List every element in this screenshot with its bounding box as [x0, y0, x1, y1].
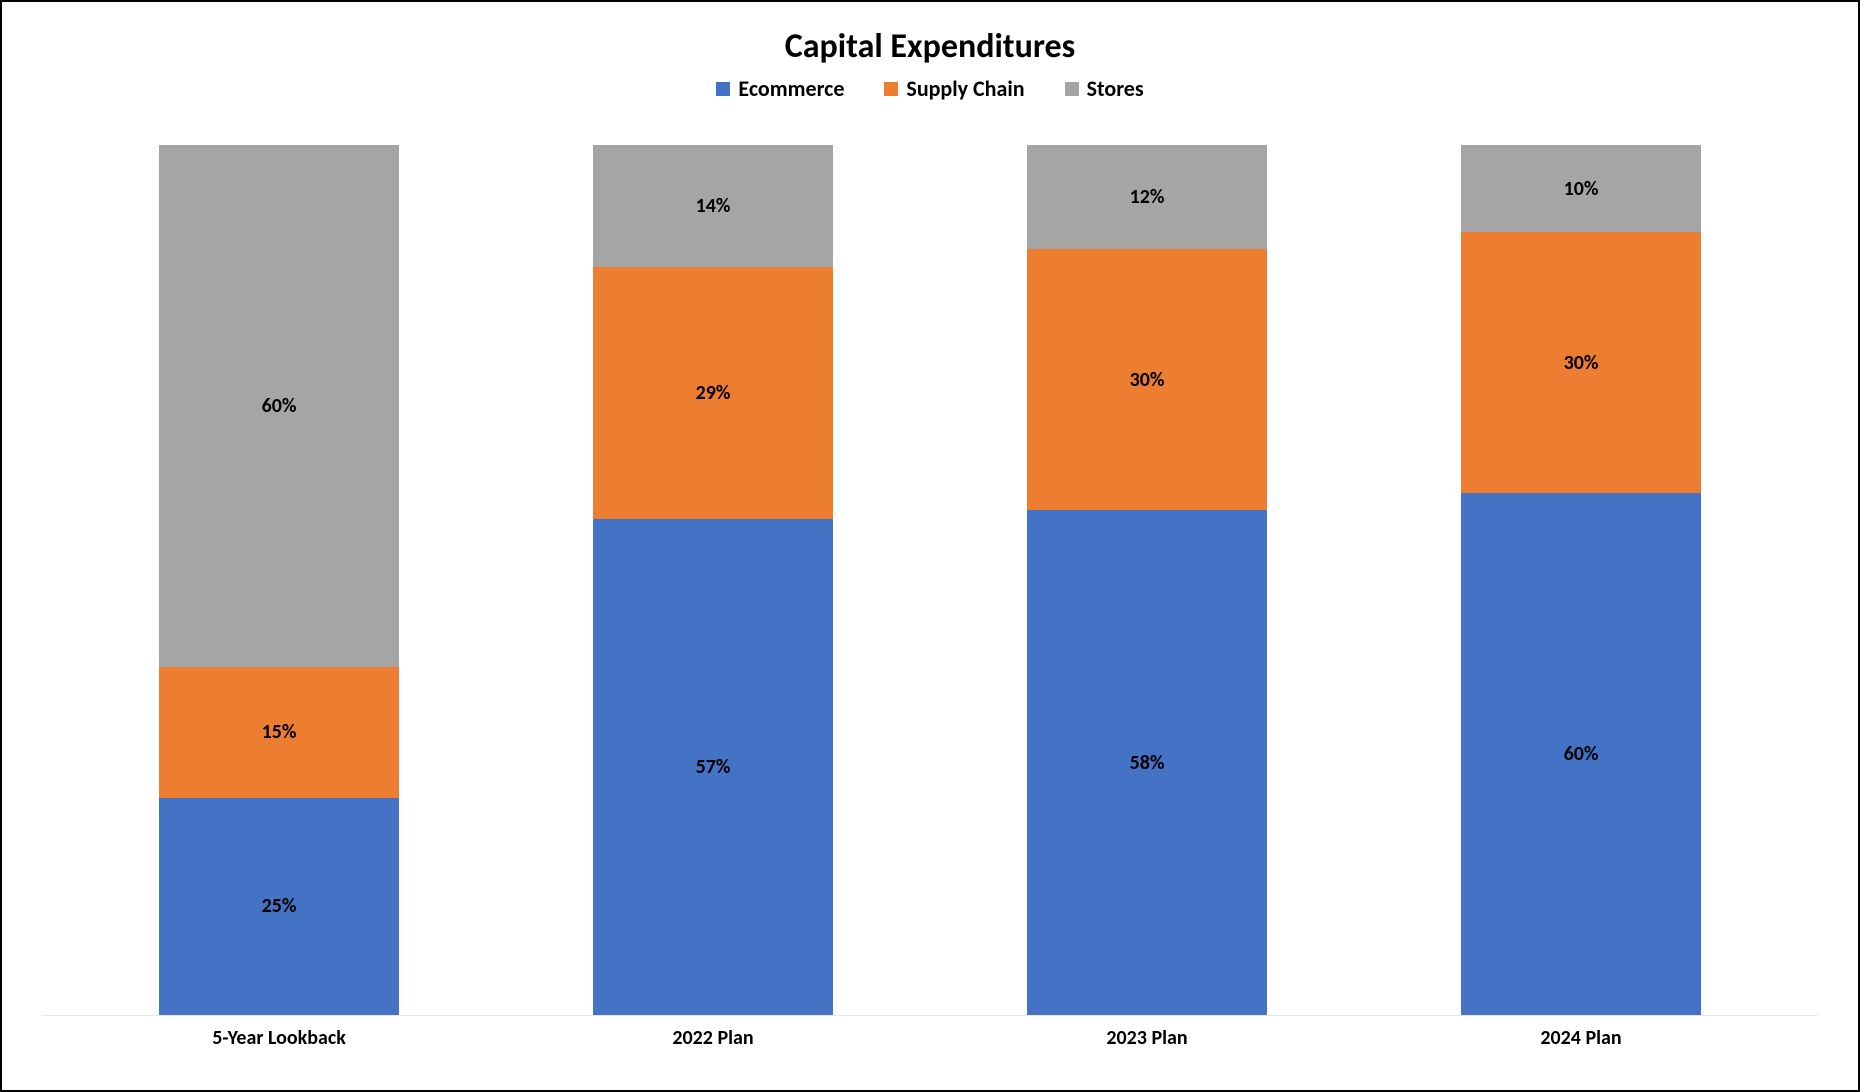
bars-row: 25% 15% 60% 57% 29% 14% 58% 30% 12% 60% 30% 10%	[42, 120, 1818, 1016]
legend-swatch	[884, 82, 898, 96]
legend-label: Ecommerce	[738, 75, 844, 102]
bar-segment-label: 60%	[1564, 742, 1599, 766]
stacked-bar: 58% 30% 12%	[1027, 145, 1267, 1015]
bar-segment-label: 14%	[696, 194, 731, 218]
legend-item: Ecommerce	[716, 75, 844, 102]
chart-container: Capital Expenditures Ecommerce Supply Cha…	[0, 0, 1860, 1092]
bar-segment: 10%	[1461, 145, 1701, 232]
bar-segment-label: 12%	[1130, 185, 1165, 209]
bar-segment: 30%	[1027, 249, 1267, 510]
bar-segment-label: 25%	[262, 894, 297, 918]
legend-label: Stores	[1087, 75, 1144, 102]
bar-segment-label: 58%	[1130, 751, 1165, 775]
bar-segment: 12%	[1027, 145, 1267, 249]
bar-group: 25% 15% 60%	[62, 145, 496, 1015]
bar-segment: 57%	[593, 519, 833, 1015]
bar-segment-label: 29%	[696, 381, 731, 405]
bar-segment: 15%	[159, 667, 399, 798]
bar-segment: 60%	[1461, 493, 1701, 1015]
chart-title: Capital Expenditures	[42, 26, 1818, 67]
bar-segment: 60%	[159, 145, 399, 667]
bar-segment: 25%	[159, 798, 399, 1016]
x-axis-label: 2023 Plan	[930, 1026, 1364, 1050]
legend-swatch	[716, 82, 730, 96]
stacked-bar: 25% 15% 60%	[159, 145, 399, 1015]
bar-segment: 30%	[1461, 232, 1701, 493]
legend-item: Supply Chain	[884, 75, 1024, 102]
legend-item: Stores	[1065, 75, 1144, 102]
x-axis-label: 2024 Plan	[1364, 1026, 1798, 1050]
bar-segment: 29%	[593, 267, 833, 519]
plot-area: 25% 15% 60% 57% 29% 14% 58% 30% 12% 60% 30% 10% 5-Y…	[42, 120, 1818, 1050]
bar-segment-label: 30%	[1130, 368, 1165, 392]
bar-group: 60% 30% 10%	[1364, 145, 1798, 1015]
legend-label: Supply Chain	[906, 75, 1024, 102]
bar-segment: 58%	[1027, 510, 1267, 1015]
bar-group: 58% 30% 12%	[930, 145, 1364, 1015]
stacked-bar: 57% 29% 14%	[593, 145, 833, 1015]
legend-swatch	[1065, 82, 1079, 96]
bar-segment-label: 10%	[1564, 177, 1599, 201]
bar-segment-label: 30%	[1564, 351, 1599, 375]
x-axis-row: 5-Year Lookback2022 Plan2023 Plan2024 Pl…	[42, 1016, 1818, 1050]
bar-segment-label: 15%	[262, 720, 297, 744]
bar-segment-label: 60%	[262, 394, 297, 418]
stacked-bar: 60% 30% 10%	[1461, 145, 1701, 1015]
legend: Ecommerce Supply Chain Stores	[42, 75, 1818, 102]
bar-segment: 14%	[593, 145, 833, 267]
x-axis-label: 5-Year Lookback	[62, 1026, 496, 1050]
x-axis-label: 2022 Plan	[496, 1026, 930, 1050]
bar-group: 57% 29% 14%	[496, 145, 930, 1015]
bar-segment-label: 57%	[696, 755, 731, 779]
